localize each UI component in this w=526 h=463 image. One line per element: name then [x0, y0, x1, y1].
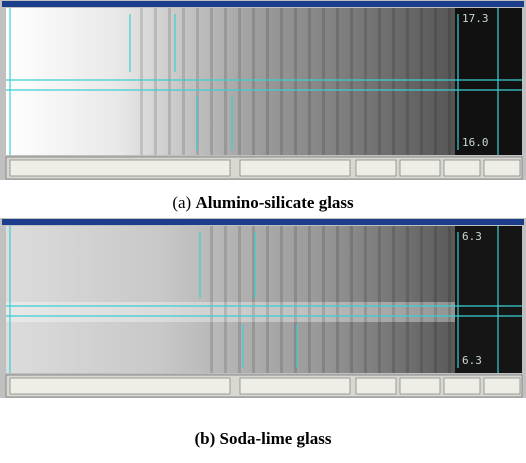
readout: 17.3 [462, 12, 489, 25]
status-fields [10, 378, 520, 394]
caption-label: (b) [195, 429, 216, 448]
dark-region [455, 226, 522, 373]
panel-a: 17.3 16.0 (a) Alumino-silicate glass [0, 0, 526, 212]
status-fields [10, 160, 520, 176]
caption-label: (a) [172, 193, 191, 212]
panel-b: 6.3 6.3 (b) Soda-lime glass [0, 218, 526, 448]
page: 17.3 16.0 (a) Alumino-silicate glass 6.3… [0, 0, 526, 463]
caption: (a) Alumino-silicate glass [172, 193, 354, 212]
title-bar [2, 1, 524, 7]
readout: 16.0 [462, 136, 489, 149]
fringes [130, 8, 455, 155]
readout: 6.3 [462, 354, 482, 367]
fringes [200, 226, 455, 373]
figure: 17.3 16.0 (a) Alumino-silicate glass 6.3… [0, 0, 526, 463]
caption-text: Alumino-silicate glass [195, 193, 354, 212]
title-bar [2, 219, 524, 225]
caption-text: Soda-lime glass [220, 429, 332, 448]
caption: (b) Soda-lime glass [195, 429, 332, 448]
readout: 6.3 [462, 230, 482, 243]
dark-region [455, 8, 522, 155]
